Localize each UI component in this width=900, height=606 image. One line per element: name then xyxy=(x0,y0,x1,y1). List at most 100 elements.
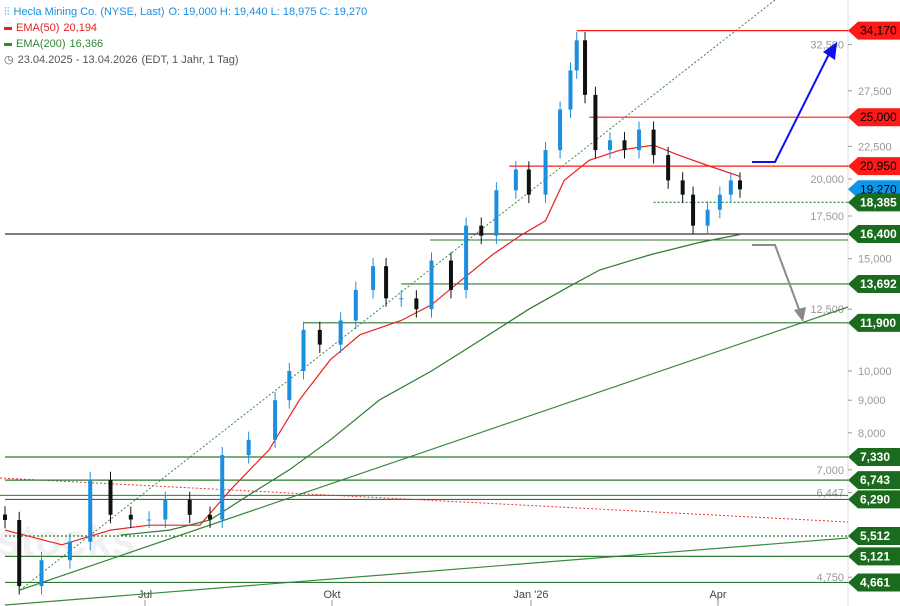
candle-body xyxy=(513,169,518,191)
candle xyxy=(301,321,306,380)
candle-body xyxy=(637,129,642,151)
candle-body xyxy=(448,260,453,290)
candle-body xyxy=(147,519,152,521)
candle xyxy=(371,257,376,299)
candle-body xyxy=(187,499,192,515)
candle-body xyxy=(583,40,588,95)
legend-range: ◷ 23.04.2025 - 13.04.2026 (EDT, 1 Jahr, … xyxy=(4,52,367,68)
price-label-18385: 18,385 xyxy=(848,193,900,212)
ema200-value: 16,366 xyxy=(69,38,104,50)
candle xyxy=(543,141,548,204)
price-tag xyxy=(848,108,900,127)
candle-body xyxy=(574,40,579,71)
price-tag xyxy=(848,448,900,467)
price-tag xyxy=(848,193,900,212)
date-range[interactable]: 23.04.2025 - 13.04.2026 xyxy=(17,54,138,66)
candle-body xyxy=(208,514,213,520)
candle xyxy=(67,533,72,569)
candle-body xyxy=(301,329,306,371)
trendline-support-upper xyxy=(19,306,849,591)
candle xyxy=(3,506,7,529)
forecast-arrow-down xyxy=(752,244,801,313)
price-tag-label: 20,950 xyxy=(860,159,897,173)
forecast-arrow-up xyxy=(752,51,831,163)
price-tag xyxy=(848,21,900,40)
price-tag-label: 6,290 xyxy=(860,492,890,506)
price-tag-label: 5,121 xyxy=(860,549,890,563)
x-tick-label: Jul xyxy=(138,589,152,601)
candle xyxy=(88,471,93,551)
y-tick-label: 6,447 xyxy=(816,488,844,500)
candle-body xyxy=(717,194,722,210)
candle xyxy=(108,471,113,524)
candle-body xyxy=(128,514,133,520)
price-tag-label: 13,692 xyxy=(860,277,897,291)
price-label-6743: 6,743 xyxy=(848,471,900,490)
candle-body xyxy=(338,320,343,345)
candle-body xyxy=(728,180,733,195)
candle xyxy=(429,252,434,318)
candle xyxy=(651,121,656,164)
legend-ema200[interactable]: EMA(200) 16,366 xyxy=(4,36,367,52)
legend-ema50[interactable]: EMA(50) 20,194 xyxy=(4,20,367,36)
y-tick-label: 20,000 xyxy=(810,174,844,186)
candle-body xyxy=(680,180,685,195)
candle xyxy=(568,62,573,118)
candle-body xyxy=(607,140,612,151)
price-tag-label: 19,270 xyxy=(860,182,897,196)
candle xyxy=(220,446,225,528)
price-tag-label: 6,743 xyxy=(860,473,890,487)
candle xyxy=(574,32,579,79)
candle xyxy=(558,101,563,159)
ohlc-values: O: 19,000 H: 19,440 L: 18,975 C: 19,270 xyxy=(168,6,368,18)
range-info: (EDT, 1 Jahr, 1 Tag) xyxy=(141,54,239,66)
candle xyxy=(147,511,152,528)
arrow-down-head-icon xyxy=(794,307,806,322)
price-label-4661: 4,661 xyxy=(848,573,900,592)
trendline-support-lower xyxy=(4,537,849,606)
x-tick-label: Apr xyxy=(709,589,726,601)
ema200-label: EMA(200) xyxy=(16,38,66,50)
candle-body xyxy=(705,209,710,226)
candle xyxy=(464,217,469,299)
candle-body xyxy=(429,260,434,310)
candle xyxy=(246,431,251,464)
candle-body xyxy=(17,519,22,587)
price-tag-label: 5,512 xyxy=(860,529,890,543)
price-tag xyxy=(848,526,900,545)
candle xyxy=(593,86,598,159)
price-tag xyxy=(848,490,900,509)
candle-body xyxy=(558,109,563,151)
candle-body xyxy=(353,289,358,321)
y-tick-label: 8,000 xyxy=(858,428,886,440)
candle-body xyxy=(622,140,627,151)
candle xyxy=(680,172,685,204)
candle xyxy=(607,132,612,159)
price-label-34170: 34,170 xyxy=(848,21,900,40)
candle xyxy=(338,312,343,354)
candle-body xyxy=(479,225,484,236)
candle xyxy=(287,362,292,409)
candle-body xyxy=(88,479,93,542)
candle xyxy=(448,252,453,299)
price-tag xyxy=(848,313,900,332)
candle-body xyxy=(371,266,376,290)
price-tag-label: 7,330 xyxy=(860,450,890,464)
candle xyxy=(622,132,627,159)
instrument-title[interactable]: Hecla Mining Co. (NYSE, Last) xyxy=(13,6,165,18)
price-tag-label: 4,661 xyxy=(860,575,890,589)
price-tag-label: 16,400 xyxy=(860,227,897,241)
candle xyxy=(353,281,358,329)
ema50-swatch-icon xyxy=(4,26,12,30)
price-tag-label: 11,900 xyxy=(860,316,896,330)
candle xyxy=(513,161,518,199)
chart-legend: ⫶⫶ Hecla Mining Co. (NYSE, Last) O: 19,0… xyxy=(4,4,367,68)
candle-body xyxy=(568,70,573,110)
legend-instrument: ⫶⫶ Hecla Mining Co. (NYSE, Last) O: 19,0… xyxy=(4,4,367,20)
candle xyxy=(273,391,278,449)
price-label-16400: 16,400 xyxy=(848,224,900,243)
candle-body xyxy=(593,94,598,151)
ema200-swatch-icon xyxy=(4,42,12,46)
clock-icon: ◷ xyxy=(4,54,14,66)
